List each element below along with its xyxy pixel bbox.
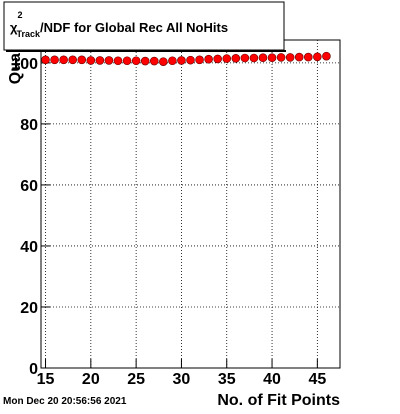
x-tick-label: 20: [82, 371, 100, 388]
marker: [177, 56, 186, 65]
title-part: Track: [17, 29, 42, 39]
marker: [41, 55, 50, 65]
marker: [249, 53, 259, 63]
marker: [240, 53, 250, 63]
marker: [149, 56, 159, 66]
y-tick-label: 60: [20, 178, 38, 195]
marker: [258, 53, 268, 62]
title-box: [3, 1, 285, 51]
marker: [213, 54, 222, 64]
timestamp: Mon Dec 20 20:56:56 2021: [3, 396, 127, 407]
marker: [285, 53, 295, 62]
marker: [267, 53, 277, 62]
title-part: /NDF for Global Rec All NoHits: [40, 20, 228, 35]
title-part: χ: [10, 20, 18, 35]
x-tick-label: 25: [127, 371, 145, 388]
marker: [122, 56, 132, 66]
marker: [222, 54, 232, 63]
x-tick-label: 35: [218, 371, 236, 388]
marker: [231, 54, 241, 63]
y-tick-label: 0: [29, 361, 38, 378]
marker: [104, 56, 114, 65]
marker: [303, 52, 313, 62]
marker: [50, 55, 59, 65]
title-part: 2: [17, 10, 22, 20]
marker: [313, 52, 322, 62]
marker: [195, 55, 204, 65]
y-tick-label: 20: [20, 300, 38, 317]
marker: [86, 56, 96, 65]
marker: [59, 55, 68, 65]
y-tick-label: 100: [11, 56, 38, 73]
marker: [68, 55, 78, 65]
chart-title: χ2 Track/NDF for Global Rec All NoHits: [10, 10, 228, 39]
marker: [140, 56, 150, 66]
marker: [276, 53, 286, 62]
marker: [186, 55, 195, 65]
marker: [95, 56, 105, 65]
y-tick-label: 40: [20, 239, 38, 256]
marker: [159, 57, 168, 66]
marker: [77, 55, 87, 65]
x-axis-label: No. of Fit Points: [217, 392, 340, 409]
y-tick-label: 80: [20, 117, 38, 134]
x-tick-label: 45: [308, 371, 326, 388]
marker: [168, 56, 177, 66]
x-tick-label: 30: [173, 371, 191, 388]
marker: [113, 56, 123, 66]
marker: [204, 54, 213, 64]
marker: [131, 56, 141, 66]
x-tick-label: 40: [263, 371, 281, 388]
x-tick-label: 15: [37, 371, 55, 388]
title-shadow: [6, 50, 286, 52]
marker: [294, 52, 304, 62]
marker: [322, 51, 331, 61]
